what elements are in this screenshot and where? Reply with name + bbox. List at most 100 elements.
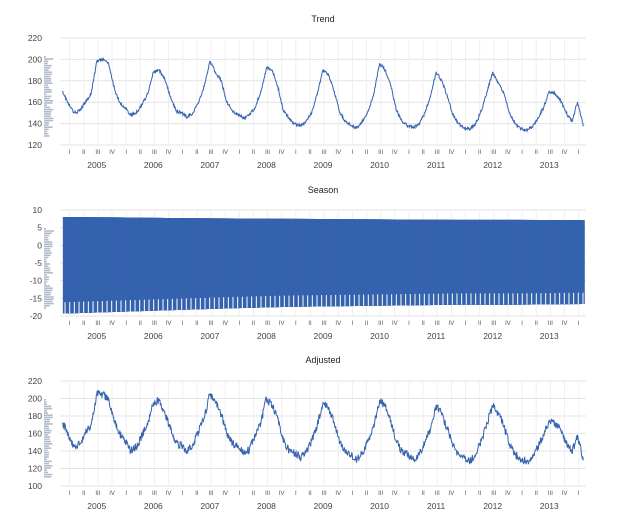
- quarter-tick-label: IV: [279, 150, 285, 156]
- histogram-bar: [44, 232, 52, 234]
- quarter-tick-label: II: [139, 150, 143, 156]
- data-point: [237, 446, 239, 448]
- season-gap: [316, 295, 318, 307]
- data-point: [576, 101, 579, 103]
- data-point: [169, 96, 171, 98]
- quarter-tick-label: III: [378, 321, 383, 327]
- histogram-bar: [44, 267, 51, 270]
- data-point: [203, 417, 205, 419]
- season-gap: [302, 295, 304, 307]
- histogram-bar: [44, 405, 52, 408]
- data-point: [181, 445, 183, 447]
- histogram-bar: [44, 305, 50, 307]
- histogram-bar: [44, 280, 48, 283]
- histogram-bar: [44, 300, 53, 303]
- histogram-bar: [44, 460, 52, 463]
- data-point: [345, 452, 347, 454]
- data-point: [531, 126, 533, 128]
- data-point: [265, 397, 268, 400]
- data-point: [90, 424, 92, 426]
- histogram-bar: [44, 128, 49, 131]
- season-gap: [288, 295, 290, 307]
- year-tick-label: 2008: [257, 160, 276, 170]
- data-point: [367, 439, 369, 442]
- y-tick-label: 220: [28, 376, 42, 386]
- year-tick-label: 2009: [314, 160, 333, 170]
- quarter-tick-label: III: [548, 321, 553, 327]
- data-point: [209, 393, 211, 395]
- season-gap: [414, 293, 416, 306]
- quarter-tick-label: IV: [562, 491, 568, 497]
- histogram-bar: [44, 436, 51, 438]
- data-point: [378, 63, 381, 65]
- data-point: [378, 399, 381, 401]
- data-point: [96, 393, 98, 395]
- data-point: [492, 71, 494, 73]
- season-gap: [419, 293, 421, 306]
- quarter-tick-label: III: [265, 491, 270, 497]
- histogram-bar: [44, 476, 52, 478]
- data-point: [277, 85, 279, 87]
- season-gap: [139, 299, 141, 312]
- histogram-bar: [44, 93, 47, 95]
- y-tick-label: 140: [28, 446, 42, 456]
- data-point: [271, 69, 273, 71]
- year-tick-label: 2006: [144, 501, 163, 511]
- year-tick-label: 2005: [87, 331, 106, 341]
- data-point: [175, 110, 177, 112]
- histogram-bar: [44, 278, 49, 281]
- season-gap: [330, 294, 332, 307]
- data-point: [147, 93, 149, 95]
- histogram-bar: [44, 403, 48, 405]
- histogram-bar: [44, 283, 47, 285]
- data-point: [124, 106, 126, 109]
- season-gap: [153, 299, 155, 311]
- y-tick-label: -20: [30, 311, 43, 321]
- quarter-tick-label: II: [478, 491, 482, 497]
- data-point: [333, 90, 335, 93]
- season-gap: [297, 295, 299, 307]
- histogram-bar: [44, 434, 49, 436]
- data-point: [452, 445, 454, 447]
- histogram-bar: [44, 467, 51, 469]
- data-point: [79, 110, 81, 112]
- data-point: [333, 422, 335, 424]
- quarter-tick-label: II: [252, 491, 256, 497]
- quarter-tick-label: IV: [449, 321, 455, 327]
- data-point: [497, 82, 499, 84]
- histogram-bar: [44, 445, 50, 447]
- histogram-bar: [44, 113, 52, 115]
- data-point: [407, 454, 409, 456]
- season-gap: [78, 301, 80, 314]
- quarter-tick-label: I: [578, 321, 580, 327]
- quarter-tick-label: I: [182, 491, 184, 497]
- year-tick-label: 2008: [257, 331, 276, 341]
- season-gap: [283, 295, 285, 307]
- data-point: [130, 114, 132, 116]
- season-gap: [521, 293, 523, 305]
- quarter-tick-label: III: [95, 491, 100, 497]
- data-point: [554, 422, 556, 424]
- data-point: [260, 90, 262, 93]
- data-point: [435, 404, 437, 407]
- y-tick-label: 100: [28, 481, 42, 491]
- histogram-bar: [44, 263, 51, 265]
- data-point: [390, 419, 392, 421]
- histogram-bar: [44, 243, 53, 245]
- data-point: [288, 450, 290, 452]
- year-tick-label: 2011: [427, 331, 446, 341]
- data-point: [390, 85, 392, 87]
- adjusted-chart-title: Adjusted: [305, 355, 340, 365]
- histogram-bar: [44, 73, 53, 76]
- data-point: [452, 114, 454, 116]
- data-point: [305, 452, 307, 454]
- season-series: [62, 217, 585, 314]
- histogram-bar: [44, 440, 51, 443]
- season-gap: [157, 299, 159, 311]
- data-point: [226, 101, 228, 103]
- quarter-tick-label: II: [195, 150, 199, 156]
- year-tick-label: 2005: [87, 160, 106, 170]
- year-tick-label: 2007: [200, 501, 219, 511]
- year-tick-label: 2006: [144, 331, 163, 341]
- histogram-bar: [44, 454, 49, 456]
